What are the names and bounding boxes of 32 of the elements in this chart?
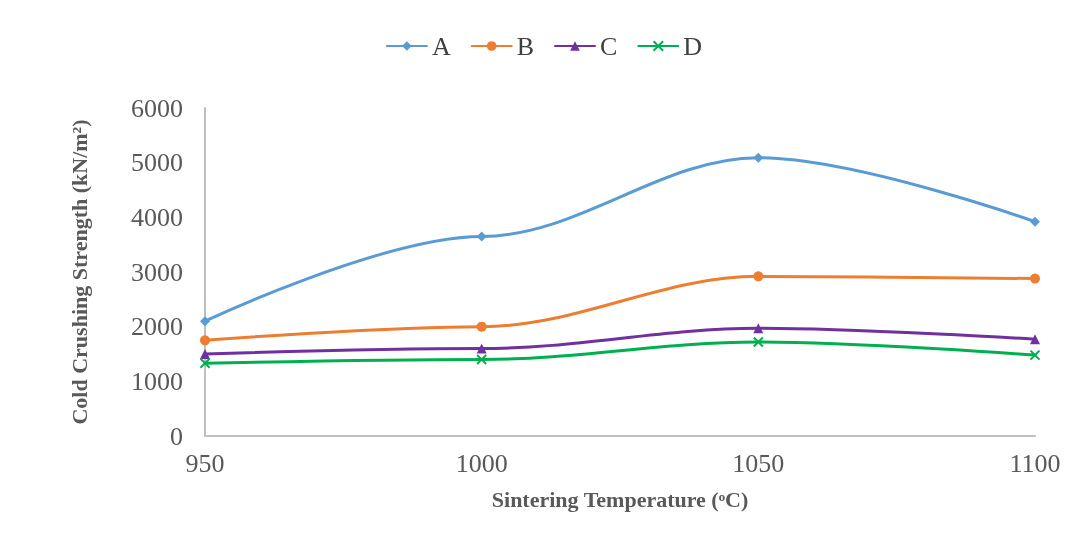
point bbox=[753, 271, 764, 282]
point bbox=[200, 335, 210, 346]
point bbox=[200, 349, 210, 359]
x-tick-label: 1050 bbox=[732, 448, 785, 478]
point bbox=[476, 321, 487, 332]
y-tick-label: 5000 bbox=[131, 148, 183, 178]
point bbox=[476, 353, 488, 365]
point bbox=[476, 343, 487, 354]
legend-label: C bbox=[600, 31, 618, 61]
legend-label: D bbox=[683, 31, 703, 61]
y-tick-label: 3000 bbox=[131, 257, 183, 287]
x-tick-label: 1000 bbox=[455, 448, 508, 478]
point bbox=[1030, 216, 1040, 227]
y-tick-label: 2000 bbox=[131, 312, 183, 342]
point bbox=[753, 323, 764, 334]
point bbox=[753, 152, 764, 163]
point bbox=[752, 336, 764, 348]
y-axis-title: Cold Crushing Strength (kN/m²) bbox=[66, 119, 92, 425]
point bbox=[199, 357, 211, 369]
x-tick-label: 1100 bbox=[1009, 448, 1061, 478]
y-tick-label: 6000 bbox=[131, 93, 183, 123]
x-tick-label: 950 bbox=[185, 448, 225, 478]
point bbox=[200, 316, 210, 327]
point bbox=[1030, 334, 1040, 345]
y-tick-label: 0 bbox=[170, 421, 183, 451]
legend-label: B bbox=[516, 31, 534, 61]
x-axis-title: Sintering Temperature (ᵒC) bbox=[491, 486, 749, 512]
point bbox=[1030, 273, 1040, 284]
point bbox=[1029, 349, 1041, 361]
y-tick-label: 1000 bbox=[131, 366, 183, 396]
y-tick-label: 4000 bbox=[131, 202, 183, 232]
legend-label: A bbox=[431, 31, 451, 61]
